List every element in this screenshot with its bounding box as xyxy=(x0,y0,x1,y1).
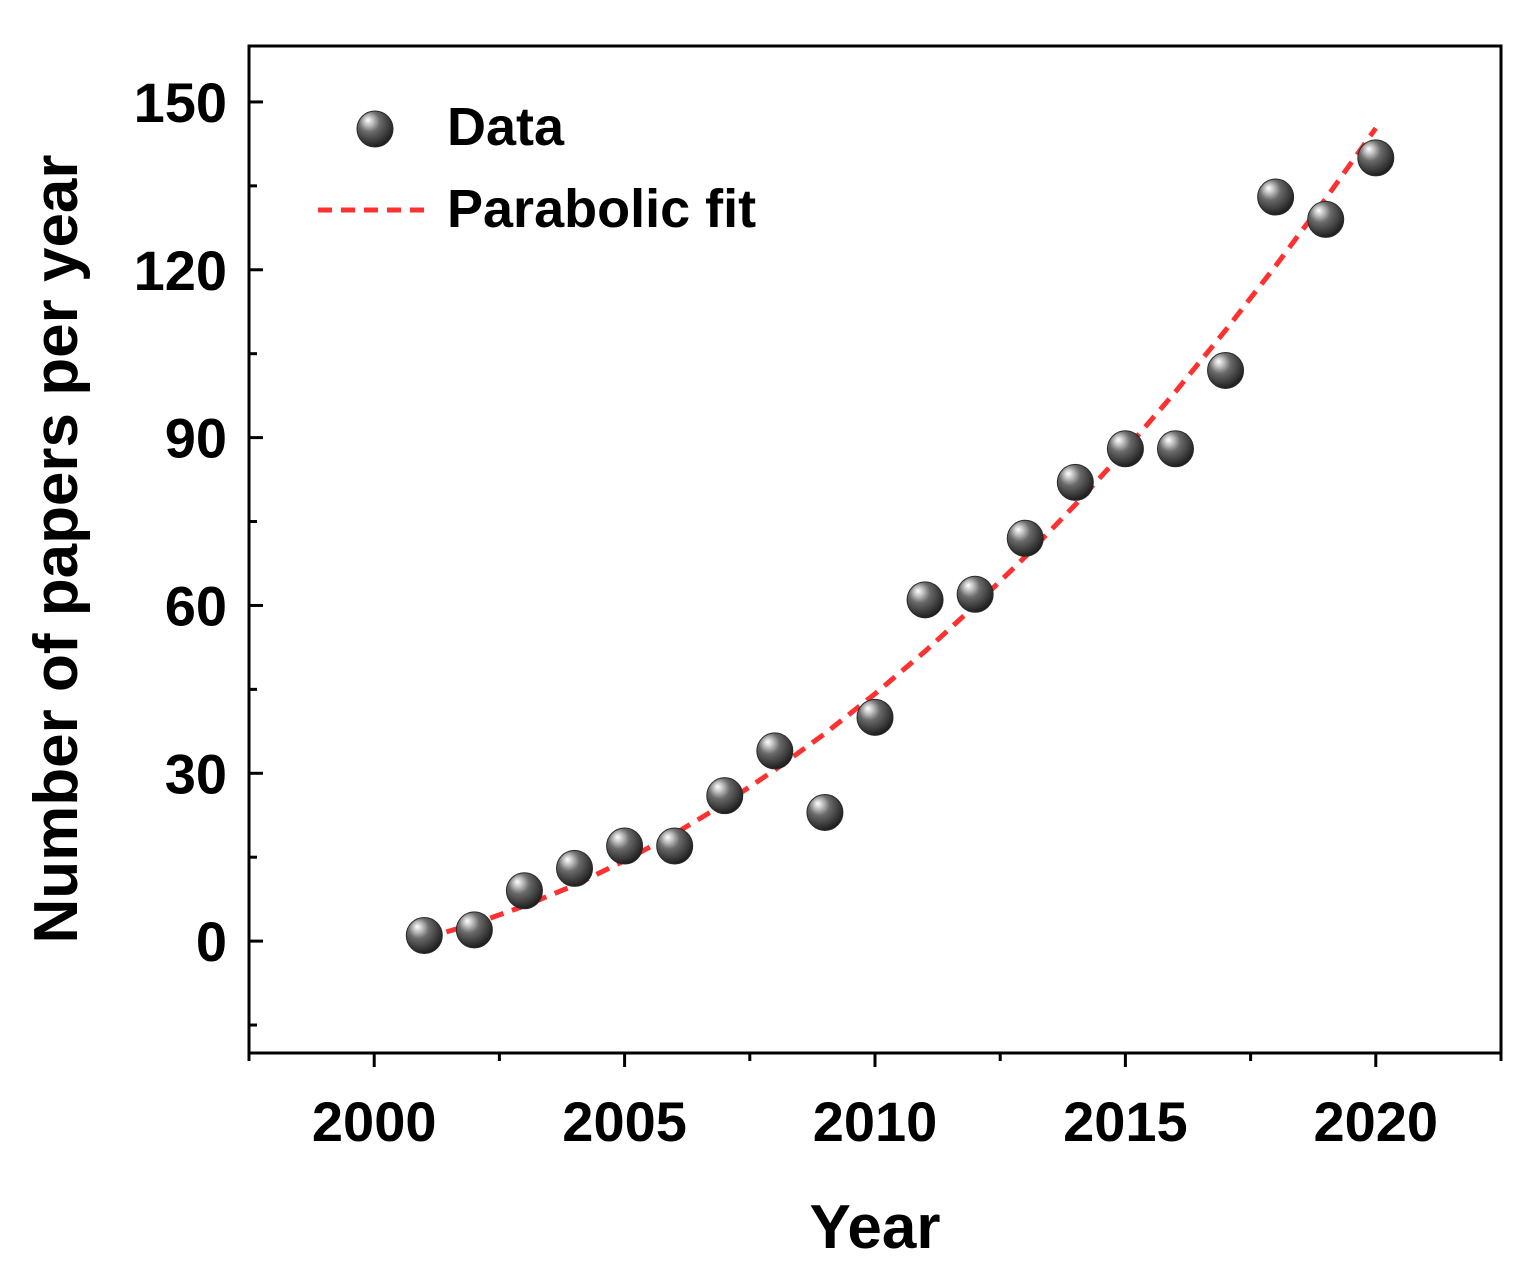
plot-area xyxy=(247,44,1503,1055)
data-point xyxy=(405,917,443,955)
data-point xyxy=(455,911,493,949)
x-tick-label: 2015 xyxy=(1063,1090,1188,1153)
parabolic-fit-line xyxy=(423,126,1378,941)
data-point xyxy=(956,575,994,613)
y-tick-label: 120 xyxy=(134,239,227,302)
x-axis: 2000 2005 2010 2015 2020 xyxy=(247,1053,1503,1153)
data-point xyxy=(706,777,744,815)
x-tick-label: 2000 xyxy=(312,1090,437,1153)
data-point xyxy=(1357,139,1395,177)
data-point xyxy=(1006,519,1044,557)
y-tick-label: 150 xyxy=(134,71,227,134)
legend-data-label: Data xyxy=(447,97,565,157)
data-point xyxy=(606,827,644,865)
data-point xyxy=(1056,463,1094,501)
x-tick-label: 2020 xyxy=(1314,1090,1439,1153)
plot-frame xyxy=(247,44,1503,1055)
data-point xyxy=(906,581,944,619)
data-point xyxy=(556,849,594,887)
y-tick-label: 60 xyxy=(165,574,227,637)
data-point xyxy=(1106,430,1144,468)
y-axis: 0 30 60 90 120 150 xyxy=(134,71,263,1027)
legend-fit-label: Parabolic fit xyxy=(447,179,756,239)
y-axis-title: Number of papers per year xyxy=(22,154,91,943)
x-tick-label: 2010 xyxy=(813,1090,938,1153)
legend: Data Parabolic fit xyxy=(318,97,756,239)
data-point xyxy=(1307,200,1345,238)
data-point xyxy=(1156,430,1194,468)
data-point xyxy=(505,872,543,910)
x-axis-title: Year xyxy=(809,1193,940,1262)
x-tick-label: 2005 xyxy=(562,1090,687,1153)
parabolic-fit-layer xyxy=(423,126,1378,941)
y-tick-label: 0 xyxy=(196,910,227,973)
data-point xyxy=(806,793,844,831)
y-tick-label: 30 xyxy=(165,742,227,805)
data-point xyxy=(1207,351,1245,389)
data-points-layer xyxy=(405,139,1395,955)
data-point xyxy=(856,698,894,736)
y-tick-label: 90 xyxy=(165,407,227,470)
legend-data-marker xyxy=(356,110,394,148)
data-point xyxy=(1257,178,1295,216)
data-point xyxy=(656,827,694,865)
data-point xyxy=(756,732,794,770)
